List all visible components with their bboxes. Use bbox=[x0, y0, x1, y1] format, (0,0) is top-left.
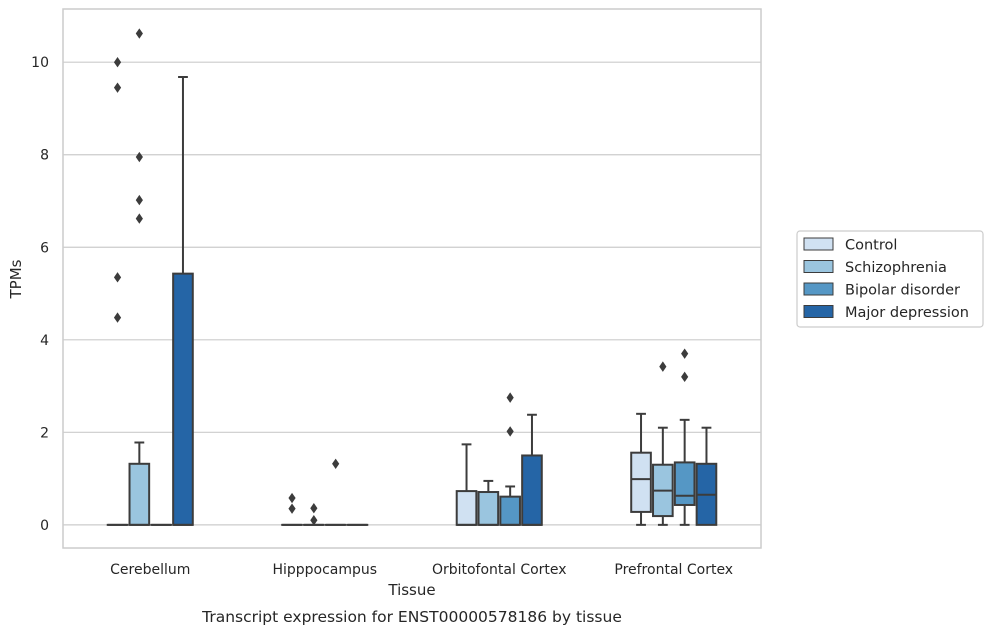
y-tick-label: 8 bbox=[40, 148, 49, 164]
x-tick-label: Prefrontal Cortex bbox=[614, 562, 733, 578]
outlier-point bbox=[136, 195, 143, 205]
box-group bbox=[130, 28, 150, 525]
chart-caption: Transcript expression for ENST0000057818… bbox=[201, 608, 622, 626]
y-tick-label: 2 bbox=[40, 425, 49, 441]
outlier-point bbox=[507, 426, 514, 436]
outlier-point bbox=[114, 272, 121, 282]
box-group bbox=[108, 57, 128, 525]
y-tick-label: 6 bbox=[40, 240, 49, 256]
x-axis-ticks: Cerebellum Hipppocampus Orbitofontal Corte… bbox=[110, 562, 733, 578]
outlier-point bbox=[288, 493, 295, 503]
y-tick-label: 4 bbox=[40, 333, 49, 349]
box-group bbox=[173, 77, 193, 525]
legend-swatch bbox=[804, 261, 833, 273]
outlier-point bbox=[114, 82, 121, 92]
legend-swatch bbox=[804, 306, 833, 318]
box-group bbox=[697, 428, 717, 525]
x-tick-label: Hipppocampus bbox=[272, 562, 377, 578]
y-tick-label: 0 bbox=[40, 518, 49, 534]
box-group bbox=[479, 481, 499, 525]
box-group bbox=[304, 503, 324, 525]
grid-lines bbox=[63, 62, 761, 525]
legend-label: Control bbox=[845, 238, 897, 254]
outlier-point bbox=[681, 372, 688, 382]
legend-label: Bipolar disorder bbox=[845, 283, 960, 299]
x-axis-label: Tissue bbox=[387, 581, 435, 599]
box-group bbox=[457, 444, 477, 525]
outlier-point bbox=[310, 503, 317, 513]
outlier-point bbox=[332, 459, 339, 469]
box-rect bbox=[522, 455, 542, 524]
outlier-point bbox=[288, 503, 295, 513]
legend-swatch bbox=[804, 283, 833, 295]
outlier-point bbox=[659, 361, 666, 371]
box-rect bbox=[500, 497, 520, 525]
outlier-point bbox=[136, 152, 143, 162]
box-group bbox=[326, 459, 346, 525]
outlier-point bbox=[114, 312, 121, 322]
box-group bbox=[631, 414, 651, 525]
outlier-point bbox=[136, 213, 143, 223]
y-axis-ticks: 0 2 4 6 8 10 bbox=[31, 55, 49, 534]
outlier-point bbox=[507, 392, 514, 402]
outlier-point bbox=[136, 28, 143, 38]
legend-label: Major depression bbox=[845, 305, 969, 321]
box-rect bbox=[130, 464, 150, 525]
legend-label: Schizophrenia bbox=[845, 260, 947, 276]
box-rect bbox=[479, 492, 499, 525]
box-rect bbox=[173, 274, 193, 525]
outlier-point bbox=[681, 348, 688, 358]
legend-swatch bbox=[804, 238, 833, 250]
box-rect bbox=[631, 453, 651, 512]
box-group bbox=[282, 493, 302, 525]
box-layer bbox=[108, 28, 717, 525]
box-rect bbox=[457, 491, 477, 525]
box-rect bbox=[675, 462, 695, 505]
box-group bbox=[522, 415, 542, 525]
legend: Control Schizophrenia Bipolar disorder Majo… bbox=[797, 231, 983, 327]
box-group bbox=[653, 361, 673, 524]
y-axis-label: TPMs bbox=[7, 259, 25, 299]
x-tick-label: Orbitofontal Cortex bbox=[432, 562, 567, 578]
outlier-point bbox=[114, 57, 121, 67]
box-group bbox=[500, 392, 520, 524]
box-group bbox=[675, 348, 695, 524]
x-tick-label: Cerebellum bbox=[110, 562, 190, 578]
y-tick-label: 10 bbox=[31, 55, 49, 71]
